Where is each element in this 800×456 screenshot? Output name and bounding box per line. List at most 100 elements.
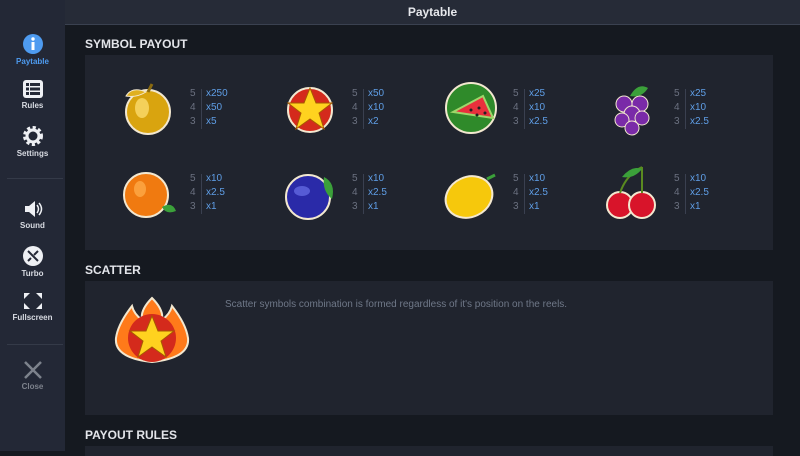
payout-multiplier: x10 <box>368 102 385 113</box>
sidebar-item-turbo[interactable]: Turbo <box>0 245 65 278</box>
payout-multiplier: x1 <box>206 201 217 212</box>
sidebar-item-fullscreen[interactable]: Fullscreen <box>0 291 65 322</box>
star-symbol <box>280 78 340 138</box>
sidebar-item-label: Rules <box>21 101 44 110</box>
sidebar: Paytable Rules Settings Sound Turbo Full… <box>0 0 65 451</box>
symbol-count: 3 <box>190 201 196 212</box>
divider <box>363 89 364 129</box>
divider <box>363 174 364 214</box>
divider <box>7 344 63 345</box>
symbol-count: 5 <box>352 173 358 184</box>
fullscreen-icon <box>23 293 42 309</box>
divider <box>201 89 202 129</box>
payout-multiplier: x10 <box>690 102 707 113</box>
orange-icon <box>123 172 176 218</box>
cherries-symbol <box>602 163 662 223</box>
watermelon-symbol <box>441 78 501 138</box>
symbol-count: 4 <box>190 102 196 113</box>
payout-multiplier: x25 <box>690 88 707 99</box>
divider <box>524 89 525 129</box>
section-title-payout-rules: PAYOUT RULES <box>85 428 178 442</box>
speaker-icon <box>24 201 42 217</box>
sidebar-item-paytable[interactable]: Paytable <box>0 33 65 66</box>
sidebar-item-label: Paytable <box>16 57 49 66</box>
payout-multiplier: x1 <box>690 201 701 212</box>
sidebar-item-sound[interactable]: Sound <box>0 199 65 230</box>
sidebar-item-rules[interactable]: Rules <box>0 79 65 110</box>
symbol-count: 5 <box>190 88 196 99</box>
turbo-icon <box>22 246 43 266</box>
golden-apple-symbol <box>118 78 178 138</box>
payout-multiplier: x2.5 <box>690 187 709 198</box>
cherries-icon <box>606 166 656 219</box>
symbol-count: 3 <box>190 116 196 127</box>
divider <box>201 174 202 214</box>
symbol-count: 4 <box>513 102 519 113</box>
symbol-count: 5 <box>513 173 519 184</box>
sidebar-item-label: Settings <box>16 149 49 158</box>
fire-star-scatter-symbol <box>114 296 190 364</box>
symbol-count: 5 <box>674 173 680 184</box>
star-icon <box>286 86 334 133</box>
payout-multiplier: x2.5 <box>206 187 225 198</box>
close-icon <box>23 361 42 379</box>
payout-multiplier: x10 <box>690 173 707 184</box>
symbol-count: 3 <box>674 116 680 127</box>
symbol-count: 4 <box>352 102 358 113</box>
payout-multiplier: x2.5 <box>529 187 548 198</box>
scatter-panel <box>85 281 773 415</box>
payout-multiplier: x2 <box>368 116 379 127</box>
payout-multiplier: x1 <box>368 201 379 212</box>
payout-multiplier: x10 <box>368 173 385 184</box>
symbol-count: 5 <box>513 88 519 99</box>
title-bar: Paytable <box>65 0 800 25</box>
symbol-count: 3 <box>352 116 358 127</box>
payout-rules-panel <box>85 446 773 456</box>
payout-multiplier: x25 <box>529 88 546 99</box>
sidebar-item-settings[interactable]: Settings <box>0 125 65 158</box>
symbol-count: 3 <box>513 116 519 127</box>
close-label: Close <box>21 382 44 391</box>
payout-multiplier: x50 <box>206 102 223 113</box>
symbol-count: 5 <box>190 173 196 184</box>
plum-symbol <box>280 163 340 223</box>
payout-multiplier: x2.5 <box>690 116 709 127</box>
payout-multiplier: x250 <box>206 88 228 99</box>
grapes-icon <box>614 86 650 136</box>
divider <box>685 174 686 214</box>
divider <box>524 174 525 214</box>
symbol-count: 3 <box>513 201 519 212</box>
watermelon-icon <box>445 82 497 134</box>
lemon-symbol <box>441 163 501 223</box>
sidebar-item-label: Turbo <box>21 269 44 278</box>
symbol-count: 5 <box>352 88 358 99</box>
payout-multiplier: x2.5 <box>529 116 548 127</box>
list-icon <box>22 80 43 98</box>
grapes-symbol <box>602 78 662 138</box>
close-button[interactable]: Close <box>0 360 65 391</box>
divider <box>685 89 686 129</box>
divider <box>7 178 63 179</box>
golden-apple-icon <box>125 83 171 135</box>
section-title-symbol-payout: SYMBOL PAYOUT <box>85 37 188 51</box>
plum-icon <box>285 174 333 220</box>
payout-multiplier: x1 <box>529 201 540 212</box>
info-icon <box>22 34 43 54</box>
orange-symbol <box>118 163 178 223</box>
sidebar-item-label: Fullscreen <box>12 313 53 322</box>
scatter-description: Scatter symbols combination is formed re… <box>225 299 568 310</box>
lemon-icon <box>444 173 496 219</box>
symbol-count: 5 <box>674 88 680 99</box>
payout-multiplier: x50 <box>368 88 385 99</box>
symbol-count: 4 <box>674 187 680 198</box>
symbol-count: 4 <box>674 102 680 113</box>
payout-multiplier: x2.5 <box>368 187 387 198</box>
symbol-count: 4 <box>513 187 519 198</box>
sidebar-item-label: Sound <box>20 221 45 230</box>
payout-multiplier: x5 <box>206 116 217 127</box>
payout-multiplier: x10 <box>206 173 223 184</box>
symbol-count: 3 <box>674 201 680 212</box>
symbol-count: 4 <box>352 187 358 198</box>
symbol-payout-panel <box>85 55 773 250</box>
payout-multiplier: x10 <box>529 102 546 113</box>
